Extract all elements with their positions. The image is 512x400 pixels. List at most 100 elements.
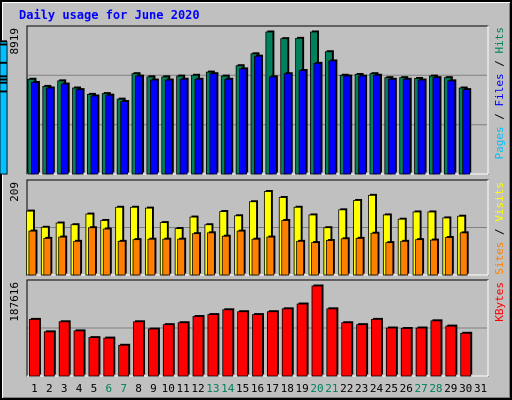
series-pages <box>0 40 8 175</box>
x-tick-label-day-23: 23 <box>355 382 368 395</box>
x-tick-label-day-18: 18 <box>281 382 294 395</box>
panel-kbytes: 187616 KBytes <box>8 279 506 377</box>
bar-kbytes-day-20 <box>311 285 323 377</box>
bar-files-day-20 <box>313 62 322 175</box>
bar-sites-day-7 <box>117 240 126 276</box>
x-tick-label-day-1: 1 <box>31 382 38 395</box>
x-tick-label-day-17: 17 <box>266 382 279 395</box>
bar-kbytes-day-3 <box>58 321 70 377</box>
bar-files-day-4 <box>75 89 84 175</box>
bar-files-day-17 <box>268 76 277 175</box>
bar-kbytes-day-17 <box>266 311 278 377</box>
bar-sites-day-4 <box>73 240 81 276</box>
x-tick-label-day-25: 25 <box>385 382 398 395</box>
bar-kbytes-day-15 <box>237 311 249 377</box>
x-tick-label-day-31: 31 <box>474 382 487 395</box>
bar-sites-day-19 <box>296 240 305 276</box>
bar-kbytes-day-29 <box>445 325 457 377</box>
x-tick-label-day-2: 2 <box>46 382 53 395</box>
bar-kbytes-day-9 <box>148 328 159 377</box>
bar-files-day-14 <box>224 78 233 175</box>
bar-files-day-16 <box>254 55 262 175</box>
bar-kbytes-day-27 <box>415 327 427 377</box>
bar-kbytes-day-22 <box>341 322 353 377</box>
legend-visits-sites: Sites / Visits <box>493 182 506 275</box>
x-tick-label-day-27: 27 <box>414 382 427 395</box>
bar-sites-day-1 <box>28 230 37 276</box>
bar-sites-day-3 <box>58 236 67 276</box>
bar-sites-day-11 <box>177 238 186 276</box>
bar-files-day-25 <box>387 78 396 175</box>
y-max-label: 187616 <box>8 282 21 322</box>
bar-kbytes-day-18 <box>281 308 293 377</box>
bar-files-day-27 <box>417 79 426 175</box>
bar-sites-day-20 <box>311 242 319 276</box>
x-tick-label-day-24: 24 <box>370 382 384 395</box>
chart-title: Daily usage for June 2020 <box>19 8 200 22</box>
x-tick-label-day-30: 30 <box>459 382 472 395</box>
bar-files-day-24 <box>373 74 381 175</box>
x-tick-label-day-29: 29 <box>444 382 457 395</box>
bar-files-day-29 <box>447 80 456 175</box>
x-tick-label-day-20: 20 <box>310 382 323 395</box>
bar-pages-day-30 <box>0 91 8 175</box>
bar-kbytes-day-25 <box>385 327 397 377</box>
bar-files-day-21 <box>328 60 337 175</box>
bar-sites-day-2 <box>43 237 52 276</box>
bar-kbytes-day-16 <box>252 314 263 377</box>
bar-kbytes-day-23 <box>356 324 367 377</box>
bar-sites-day-14 <box>221 235 230 276</box>
bar-files-day-19 <box>298 70 307 175</box>
bar-sites-day-27 <box>415 239 423 276</box>
bar-kbytes-day-12 <box>192 316 204 377</box>
bar-files-day-26 <box>402 78 411 175</box>
bar-sites-day-24 <box>370 232 379 276</box>
x-tick-label-day-16: 16 <box>251 382 264 395</box>
x-tick-label-day-21: 21 <box>325 382 338 395</box>
legend-label-kbytes: KBytes <box>493 282 506 322</box>
x-tick-label-day-26: 26 <box>400 382 413 395</box>
bar-files-day-15 <box>239 68 248 175</box>
x-tick-label-day-4: 4 <box>76 382 83 395</box>
chart-panels: 8919 Pages / Files / Hits 209 Sites / Visit… <box>0 25 506 377</box>
series-files <box>31 54 472 175</box>
x-tick-label-day-10: 10 <box>162 382 175 395</box>
bar-kbytes-day-10 <box>162 324 174 377</box>
bar-kbytes-day-11 <box>177 322 189 377</box>
x-tick-label-day-15: 15 <box>236 382 249 395</box>
bar-sites-day-16 <box>251 238 260 276</box>
x-tick-label-day-3: 3 <box>61 382 68 395</box>
legend-separator: / <box>493 222 506 242</box>
bar-sites-day-21 <box>325 240 334 276</box>
bar-kbytes-day-1 <box>29 318 40 377</box>
x-tick-label-day-5: 5 <box>91 382 98 395</box>
bar-kbytes-day-19 <box>296 303 308 377</box>
bar-sites-day-9 <box>147 238 156 276</box>
bar-files-day-18 <box>283 73 292 175</box>
bar-files-day-13 <box>209 73 218 175</box>
bar-kbytes-day-7 <box>118 344 130 377</box>
bar-files-day-8 <box>135 75 143 175</box>
bar-kbytes-day-5 <box>88 337 100 377</box>
bar-kbytes-day-30 <box>460 332 472 377</box>
bar-sites-day-12 <box>192 233 200 276</box>
bar-files-day-10 <box>164 79 173 175</box>
bar-files-day-11 <box>179 78 188 175</box>
bar-sites-day-5 <box>88 227 96 276</box>
x-tick-label-day-28: 28 <box>429 382 442 395</box>
legend-label-files: Files <box>493 73 506 106</box>
panel-visits-sites: 209 Sites / Visits <box>8 179 506 276</box>
x-tick-label-day-14: 14 <box>221 382 235 395</box>
bar-files-day-5 <box>90 95 99 175</box>
bar-files-day-12 <box>194 78 203 175</box>
legend-label-visits: Visits <box>493 182 506 222</box>
bar-kbytes-day-14 <box>222 309 234 377</box>
x-tick-label-day-7: 7 <box>120 382 127 395</box>
bar-sites-day-30 <box>459 232 468 276</box>
x-tick-label-day-6: 6 <box>105 382 112 395</box>
bar-sites-day-26 <box>400 240 409 276</box>
series-sites <box>28 218 469 276</box>
x-tick-label-day-12: 12 <box>191 382 204 395</box>
bar-files-day-30 <box>462 89 471 175</box>
